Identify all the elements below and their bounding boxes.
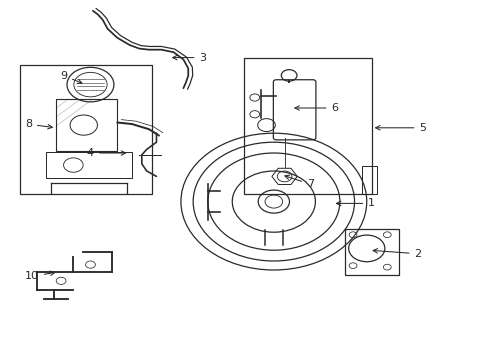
Text: 5: 5	[375, 123, 426, 133]
Bar	[20, 65, 151, 194]
Text: 3: 3	[172, 53, 206, 63]
Text: 1: 1	[336, 198, 374, 208]
Bar	[361, 166, 376, 194]
Text: 10: 10	[25, 271, 55, 282]
Bar	[56, 99, 117, 151]
Text: 2: 2	[372, 249, 421, 259]
Text: 4: 4	[87, 148, 125, 158]
Bar	[46, 152, 132, 178]
Bar	[244, 58, 371, 194]
Text: 8: 8	[25, 119, 52, 129]
Bar	[344, 229, 398, 275]
Text: 9: 9	[60, 71, 82, 84]
Text: 6: 6	[294, 103, 338, 113]
Text: 7: 7	[285, 175, 313, 189]
